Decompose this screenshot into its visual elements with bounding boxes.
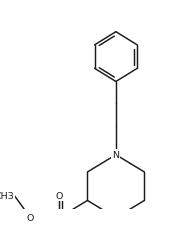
Text: N: N <box>112 151 119 160</box>
Text: O: O <box>27 213 34 222</box>
Text: O: O <box>55 191 63 200</box>
Text: CH3: CH3 <box>0 191 14 200</box>
